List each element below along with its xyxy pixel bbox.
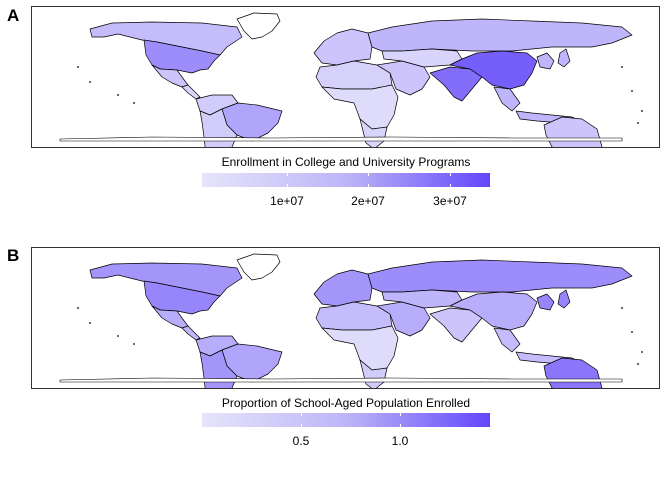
panel-b-tick-2: 1.0 (391, 434, 409, 448)
region-australia (543, 357, 603, 388)
island-dot (133, 343, 135, 345)
island-dot (637, 122, 639, 124)
world-map-a (59, 12, 643, 147)
panel-a-colorbar (202, 173, 490, 187)
region-central-am (181, 84, 201, 100)
island-dot (641, 110, 643, 112)
island-dot (631, 331, 633, 333)
panel-b-legend-title: Proportion of School-Aged Population Enr… (221, 396, 471, 410)
panel-a-tick-3: 3e+07 (433, 194, 467, 208)
island-dot (89, 81, 91, 83)
island-dot (77, 307, 79, 309)
panel-b-map (31, 247, 660, 389)
region-sub-saharan-africa (321, 84, 399, 130)
region-australia (543, 116, 603, 147)
panel-a-tag: A (7, 6, 20, 25)
island-dot (621, 66, 623, 68)
region-russia (367, 18, 633, 52)
island-dot (641, 351, 643, 353)
island-dot (631, 90, 633, 92)
region-south-asia (429, 66, 483, 102)
region-south-asia (429, 307, 483, 343)
region-antarctica (59, 136, 623, 142)
island-dot (133, 102, 135, 104)
panel-a-map (31, 6, 660, 148)
island-dot (117, 94, 119, 96)
panel-a-tick-2: 2e+07 (351, 194, 385, 208)
region-europe (313, 28, 373, 66)
panel-a-tick-1: 1e+07 (270, 194, 304, 208)
panel-b-colorbar (202, 413, 490, 427)
island-dot (117, 335, 119, 337)
region-central-am (181, 325, 201, 341)
world-map-b (59, 253, 643, 388)
region-europe (313, 269, 373, 307)
region-china (449, 291, 538, 331)
region-east-asia (536, 48, 571, 70)
panel-b-tag: B (7, 246, 20, 265)
region-greenland (236, 12, 281, 40)
island-dot (621, 307, 623, 309)
panel-b-tick-1: 0.5 (292, 434, 310, 448)
region-antarctica (59, 377, 623, 383)
panel-a-legend-title: Enrollment in College and University Pro… (221, 155, 471, 169)
region-east-asia (536, 289, 571, 311)
island-dot (89, 322, 91, 324)
region-sub-saharan-africa (321, 325, 399, 371)
region-greenland (236, 253, 281, 281)
region-china (449, 50, 538, 90)
island-dot (637, 363, 639, 365)
island-dot (77, 66, 79, 68)
region-russia (367, 259, 633, 293)
